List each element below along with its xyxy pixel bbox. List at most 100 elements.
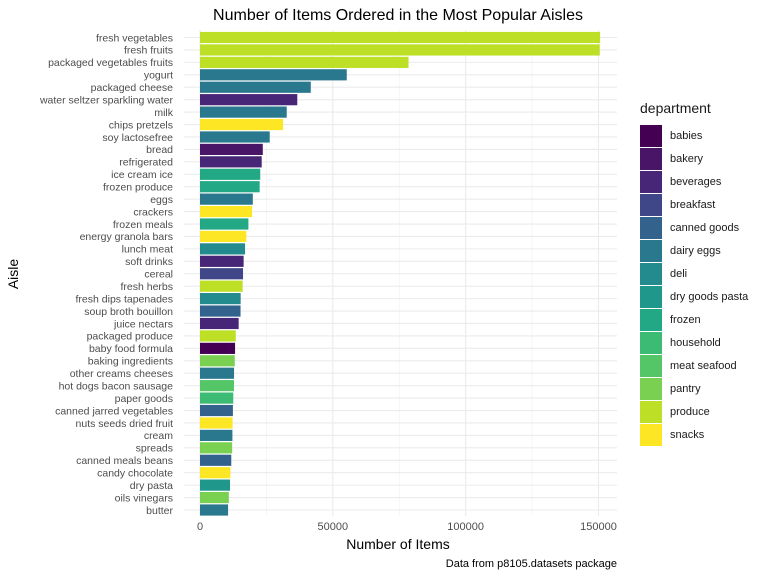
y-tick-label: energy granola bars	[80, 231, 173, 243]
x-tick-labels: 0 50000 100000 150000	[197, 521, 617, 533]
legend-swatch	[640, 285, 662, 308]
x-tick-label: 50000	[318, 521, 349, 533]
legend-item: household	[640, 331, 748, 354]
bar	[200, 504, 229, 516]
y-tick-label: soup broth bouillon	[84, 306, 173, 318]
legend-label: produce	[670, 405, 710, 418]
bar	[200, 205, 253, 218]
bar	[200, 330, 236, 342]
y-tick-label: crackers	[133, 206, 173, 218]
legend-swatch	[640, 239, 662, 262]
y-tick-label: eggs	[150, 194, 173, 206]
legend-label: dry goods pasta	[670, 290, 749, 303]
legend-label: household	[670, 336, 721, 349]
bar	[200, 305, 241, 317]
bar	[200, 367, 235, 379]
y-tick-label: lunch meat	[122, 244, 173, 256]
legend-item: bakery	[640, 147, 748, 170]
legend-swatch	[640, 262, 662, 285]
legend-swatch	[640, 354, 662, 377]
y-tick-label: juice nectars	[113, 318, 173, 330]
y-tick-label: frozen meals	[113, 219, 173, 231]
x-axis-label: Number of Items	[346, 536, 449, 552]
legend-label: canned goods	[670, 221, 740, 234]
bar	[200, 268, 244, 280]
y-tick-label: canned jarred vegetables	[55, 405, 173, 417]
y-tick-label: cream	[144, 430, 173, 442]
y-tick-label: fresh vegetables	[96, 32, 173, 44]
bar	[200, 342, 236, 354]
y-tick-label: fresh dips tapenades	[76, 293, 173, 305]
legend-item: deli	[640, 262, 748, 285]
legend-swatch	[640, 331, 662, 354]
y-tick-label: candy chocolate	[97, 467, 173, 479]
bar	[200, 118, 284, 131]
y-tick-label: soft drinks	[125, 256, 173, 268]
bar	[200, 69, 347, 81]
y-tick-label: ice cream ice	[111, 169, 173, 181]
legend-item: babies	[640, 124, 748, 147]
bar	[200, 131, 270, 143]
chart-caption: Data from p8105.datasets package	[446, 558, 617, 570]
y-tick-label: fresh herbs	[120, 281, 173, 293]
legend-item: beverages	[640, 170, 748, 193]
bar	[200, 280, 243, 292]
legend-label: beverages	[670, 175, 722, 188]
legend-label: meat seafood	[670, 359, 737, 372]
legend-item: breakfast	[640, 193, 748, 216]
y-tick-label: dry pasta	[130, 480, 173, 492]
legend-label: pantry	[670, 382, 701, 395]
legend-label: bakery	[670, 152, 704, 165]
y-tick-label: spreads	[136, 443, 173, 455]
bar	[200, 380, 234, 392]
y-tick-label: fresh fruits	[124, 45, 173, 57]
y-tick-label: oils vinegars	[115, 492, 173, 504]
legend-title: department	[640, 100, 711, 116]
legend-items: babies bakery beverages breakfast canned goo…	[640, 124, 748, 446]
legend-label: deli	[670, 267, 688, 280]
bar	[200, 193, 253, 205]
legend: department babies bakery beverages breakfas…	[640, 100, 748, 446]
bar	[200, 218, 249, 230]
bar	[200, 392, 234, 404]
legend-swatch	[640, 170, 662, 193]
y-tick-label: packaged produce	[87, 331, 174, 343]
legend-swatch	[640, 193, 662, 216]
legend-label: dairy eggs	[670, 244, 721, 257]
x-tick-label: 0	[197, 521, 203, 533]
y-tick-label: nuts seeds dried fruit	[76, 418, 174, 430]
bar	[200, 255, 244, 267]
legend-item: canned goods	[640, 216, 748, 239]
bar	[200, 467, 231, 479]
bar	[200, 56, 409, 68]
bar	[200, 81, 311, 93]
y-tick-label: other creams cheeses	[70, 368, 173, 380]
bar	[200, 491, 229, 504]
y-tick-label: frozen produce	[103, 182, 173, 194]
legend-item: dry goods pasta	[640, 285, 748, 308]
bar	[200, 181, 260, 193]
bar	[200, 355, 235, 367]
y-tick-label: hot dogs bacon sausage	[59, 380, 174, 392]
bar	[200, 317, 239, 330]
bar	[200, 454, 232, 466]
legend-item: dairy eggs	[640, 239, 748, 262]
chart-title: Number of Items Ordered in the Most Popu…	[213, 7, 583, 24]
y-tick-label: baking ingredients	[88, 356, 173, 368]
bar	[200, 479, 231, 491]
legend-item: frozen	[640, 308, 748, 331]
legend-label: snacks	[670, 428, 705, 441]
legend-item: meat seafood	[640, 354, 748, 377]
legend-label: babies	[670, 129, 703, 142]
legend-swatch	[640, 147, 662, 170]
y-tick-label: packaged cheese	[91, 82, 173, 94]
y-tick-label: cereal	[144, 269, 173, 281]
bar	[200, 417, 233, 429]
legend-swatch	[640, 124, 662, 147]
legend-item: snacks	[640, 423, 748, 446]
bar	[200, 44, 600, 56]
bar	[200, 429, 233, 441]
legend-label: frozen	[670, 313, 701, 326]
